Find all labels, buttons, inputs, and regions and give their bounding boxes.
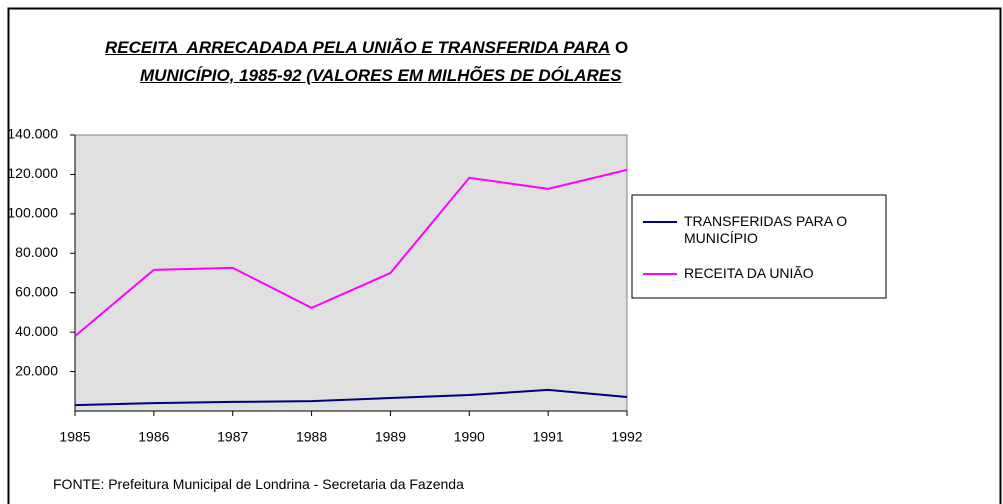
x-tick-label: 1991: [533, 429, 564, 445]
x-tick-label: 1988: [296, 429, 327, 445]
x-tick-label: 1986: [138, 429, 169, 445]
x-tick-label: 1990: [454, 429, 485, 445]
chart-title: RECEITA ARRECADADA PELA UNIÃO E TRANSFER…: [105, 38, 628, 58]
x-tick-label: 1987: [217, 429, 248, 445]
legend-label: RECEITA DA UNIÃO: [684, 265, 814, 281]
line-series: [74, 388, 628, 407]
source: FONTE: Prefeitura Municipal de Londrina …: [53, 476, 464, 492]
x-tick-label: 1985: [59, 429, 90, 445]
frame: [7, 7, 1002, 504]
y-tick-label: 100.000: [7, 205, 58, 221]
title-end: O: [615, 38, 629, 57]
y-tick-label: 60.000: [15, 283, 58, 299]
y-tick-label: 40.000: [15, 323, 58, 339]
x-tick-label: 1992: [611, 429, 642, 445]
chart-title: MUNICÍPIO, 1985-92 (VALORES EM MILHÕES D…: [140, 66, 621, 86]
line-series: [74, 168, 628, 337]
y-tick-label: 20.000: [15, 362, 58, 378]
title-line: RECEITA ARRECADADA PELA UNIÃO E TRANSFER…: [105, 38, 611, 57]
legend-label: TRANSFERIDAS PARA O MUNICÍPIO: [684, 213, 848, 246]
x-tick-label: 1989: [375, 429, 406, 445]
y-tick-label: 80.000: [15, 244, 58, 260]
title-line: MUNICÍPIO, 1985-92 (VALORES EM MILHÕES D…: [140, 66, 622, 85]
legend-box: [631, 194, 887, 299]
plot-area: [74, 134, 628, 412]
y-tick-label: 120.000: [7, 165, 58, 181]
y-tick-label: 140.000: [7, 126, 58, 142]
